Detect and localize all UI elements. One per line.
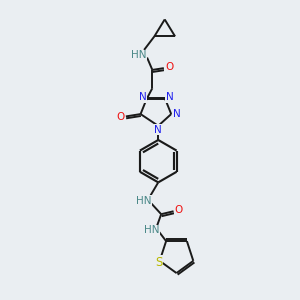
Text: N: N — [154, 125, 162, 135]
Text: S: S — [155, 256, 162, 268]
Text: O: O — [116, 112, 125, 122]
Text: O: O — [175, 205, 183, 215]
Text: HN: HN — [131, 50, 147, 60]
Text: N: N — [139, 92, 147, 102]
Text: N: N — [166, 92, 173, 102]
Text: O: O — [165, 62, 173, 72]
Text: N: N — [172, 109, 180, 119]
Text: HN: HN — [136, 196, 152, 206]
Text: HN: HN — [144, 225, 159, 235]
